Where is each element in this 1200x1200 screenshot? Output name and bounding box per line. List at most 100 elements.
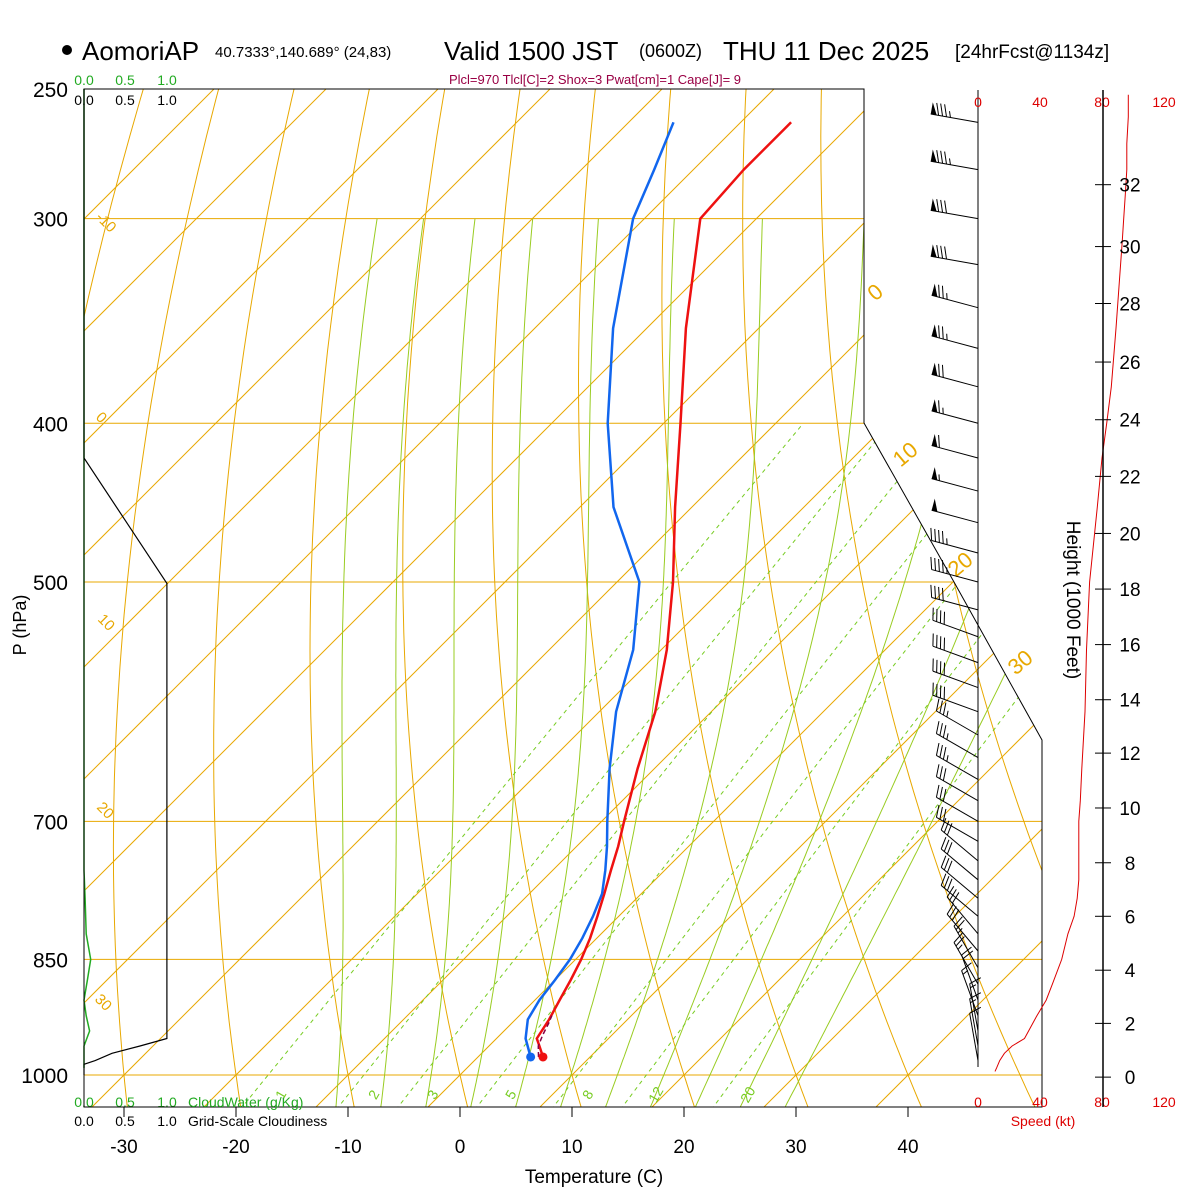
wind-barb-full [944,200,947,214]
forecast-info: [24hrFcst@1134z] [955,42,1109,63]
pressure-tick-label: 300 [33,209,68,232]
cloudiness-bottom-tick: 0.0 [74,1113,94,1129]
moist-adiabat-24 [693,218,978,1107]
wind-barb-full [938,284,940,298]
wind-barb-full [939,806,943,820]
wind-barb-flag [930,244,937,258]
wind-barb-full [936,150,940,163]
cloudiness-axis-title: Grid-Scale Cloudiness [188,1113,327,1129]
wind-barb [940,873,979,917]
height-tick-label: 18 [1119,580,1140,601]
wind-barb [931,498,979,524]
wind-barb-flag [930,198,937,212]
wind-barb-flag [931,498,938,512]
dry-adiabat--20 [213,89,302,1107]
wind-barb-shaft [931,445,979,459]
wind-barb [946,886,979,935]
surface-temperature-point [538,1052,548,1062]
wind-barb-full [962,950,974,960]
wind-barb-half [949,158,951,165]
wind-barb-half [957,944,963,950]
wind-barb-full [939,744,943,758]
isotherm--70 [84,89,663,1107]
wind-barb-shaft [931,294,979,309]
wind-barb-full [949,906,957,918]
height-tick-label: 4 [1125,961,1136,982]
temperature-tick-label: -30 [110,1137,137,1158]
wind-barb [969,977,982,1032]
speed-top-tick: 40 [1032,94,1048,110]
wind-barb-half [970,984,977,989]
wind-barb-half [946,710,949,718]
height-tick-label: 24 [1119,411,1141,432]
wind-barb-full [935,804,940,818]
wind-barb-full [953,932,963,943]
wind-barb-full [943,858,950,871]
wind-barb-full [941,285,944,299]
height-tick-label: 10 [1119,799,1140,820]
wind-barb-full [943,876,950,889]
wind-barb-full [936,199,940,212]
speed-bottom-tick: 120 [1152,1094,1176,1110]
isotherm--10 [315,89,1042,1107]
isotherm-40 [875,89,1042,1107]
wind-barb [930,149,979,171]
wind-barb [932,682,979,713]
cloudwater-top-tick: 0.0 [74,72,94,88]
temperature-tick-label: 20 [673,1137,694,1158]
wind-barb [930,102,979,123]
dry-adiabat-40 [742,89,924,1107]
isotherm--60 [84,89,775,1107]
wind-barb [935,804,979,842]
wind-barb-shaft [931,335,979,349]
temperature-tick-label: 0 [455,1137,466,1158]
wind-barb-full [946,886,955,898]
wind-barb-flag [931,433,938,448]
station-bullet-icon [62,45,72,55]
dry-adiabat-50 [820,89,1037,1107]
dry-adiabat-label: 0 [92,409,110,427]
wind-barb-shaft [961,954,979,1001]
speed-top-tick: 80 [1094,94,1110,110]
isotherm--90 [84,89,439,1107]
wind-barb-shaft [936,796,979,822]
wind-barb-full [955,919,965,930]
mixing-ratio-5 [474,422,1016,1107]
dry-adiabat-30 [661,89,810,1107]
wind-barb-full [938,325,940,339]
speed-bottom-tick: 0 [974,1094,982,1110]
thermo-grid [84,89,1042,1107]
wind-barb-full [941,530,944,544]
wind-barb [935,698,979,736]
station-name: AomoriAP [82,36,199,66]
wind-barb-full [942,768,947,781]
height-tick-label: 16 [1119,636,1140,657]
wind-barb [935,784,979,822]
wind-barb-full [940,855,947,868]
wind-barb-shaft [930,113,979,123]
moist-adiabat-16 [604,218,763,1107]
wind-barb-full [951,909,960,921]
wind-barb-shaft [930,255,979,266]
wind-barb-full [941,326,944,340]
wind-barb-shaft [946,913,979,952]
wind-barb-full [942,808,947,822]
wind-barb [931,467,979,492]
dry-adiabat-label: 10 [94,611,118,635]
moist-adiabat--4 [380,218,425,1107]
wind-barb-full [938,400,940,413]
moist-adiabat-label: 10 [888,437,923,472]
pressure-tick-label: 700 [33,811,68,834]
pressure-tick-label: 500 [33,572,68,595]
isotherm-20 [651,89,1042,1107]
wind-barb-full [935,721,940,734]
wind-barb-full [936,245,940,258]
cloudiness-bottom-tick: 0.5 [115,1113,135,1129]
isotherm--40 [84,89,999,1107]
height-tick-label: 22 [1119,467,1140,488]
wind-barb-full [944,151,947,165]
cloudiness-top-tick: 1.0 [157,92,177,108]
wind-barb-full [949,889,957,901]
dry-adiabat--30 [112,89,227,1107]
